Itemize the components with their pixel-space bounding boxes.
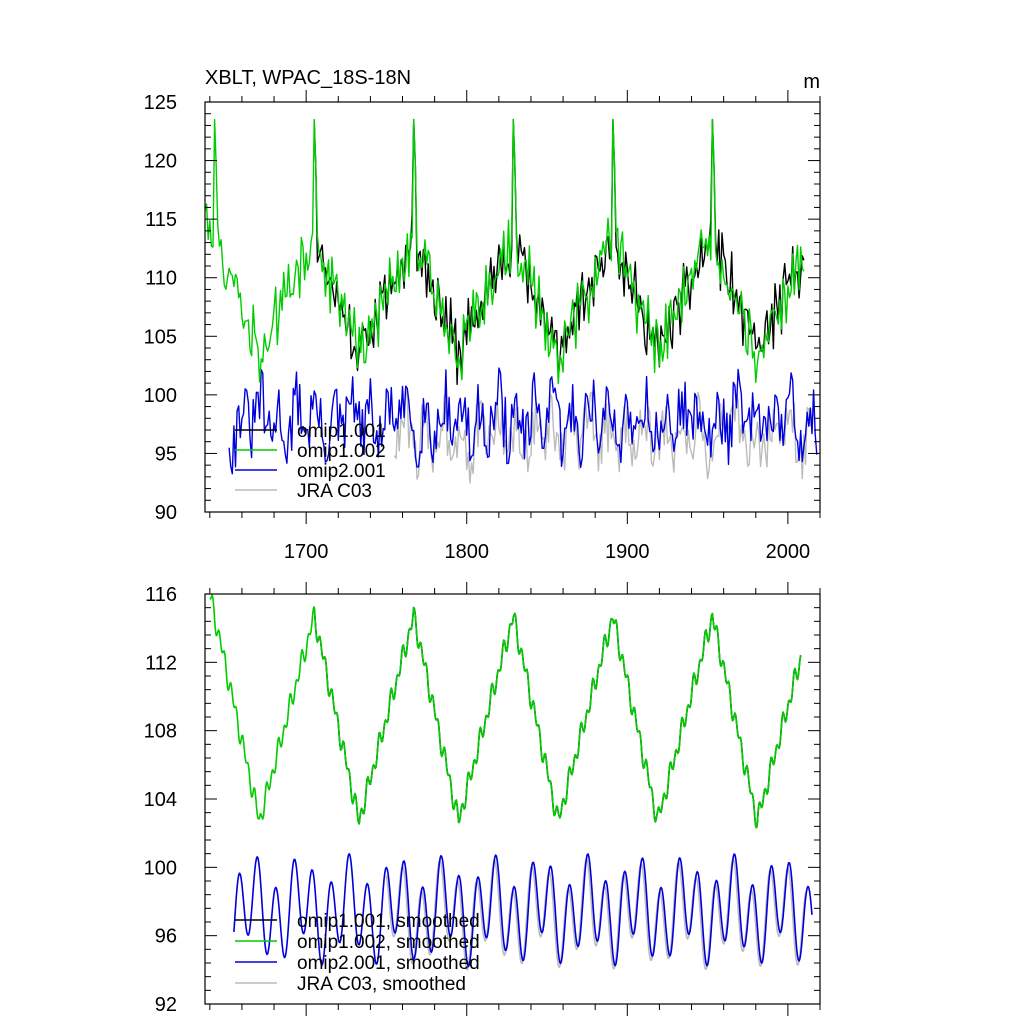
panel-title: XBLT, WPAC_18S-18N [205, 67, 411, 89]
legend-label: omip1.002 [297, 441, 386, 462]
y-tick-label: 116 [145, 584, 177, 606]
x-tick-label: 1900 [605, 541, 650, 563]
series-line-jra-c03 [393, 389, 815, 484]
x-tick-label: 2000 [766, 541, 811, 563]
legend-label: omip1.002, smoothed [297, 932, 480, 953]
y-tick-label: 100 [144, 857, 177, 879]
y-tick-label: 112 [145, 652, 177, 674]
y-tick-label: 95 [155, 443, 177, 465]
y-tick-label: 100 [144, 385, 177, 407]
series-line-omip1-001-smoothed [313, 606, 802, 829]
legend-label: omip1.001, smoothed [297, 911, 480, 932]
y-tick-label: 108 [144, 721, 177, 743]
y-tick-label: 105 [144, 326, 177, 348]
y-tick-label: 120 [144, 151, 177, 173]
series-line-omip2-001 [228, 367, 818, 475]
y-tick-label: 104 [144, 789, 177, 811]
series-group [205, 118, 818, 484]
x-tick-label: 1800 [444, 541, 489, 563]
legend-label: omip2.001, smoothed [297, 953, 480, 974]
series-group [209, 594, 813, 971]
legend-label: omip1.001 [297, 421, 386, 442]
y-tick-label: 96 [155, 926, 177, 948]
units-label: m [803, 71, 820, 93]
x-tick-label: 1700 [284, 541, 329, 563]
y-tick-label: 125 [144, 92, 177, 114]
legend-label: omip2.001 [297, 461, 386, 482]
series-line-omip1-002-smoothed [209, 594, 802, 829]
series-line-omip1-001 [313, 118, 805, 385]
y-tick-label: 110 [145, 268, 177, 290]
series-line-omip2-001-smoothed [233, 853, 813, 968]
y-tick-label: 90 [155, 502, 177, 524]
plot-frame [204, 101, 821, 513]
y-tick-label: 92 [155, 994, 177, 1016]
y-tick-label: 115 [145, 209, 177, 231]
legend-label: JRA C03, smoothed [297, 974, 466, 995]
series-line-omip1-002 [205, 118, 805, 385]
top-panel: XBLT, WPAC_18S-18N m 90 95 100 105 110 115 120… [144, 67, 821, 563]
legend-label: JRA C03 [297, 481, 372, 502]
